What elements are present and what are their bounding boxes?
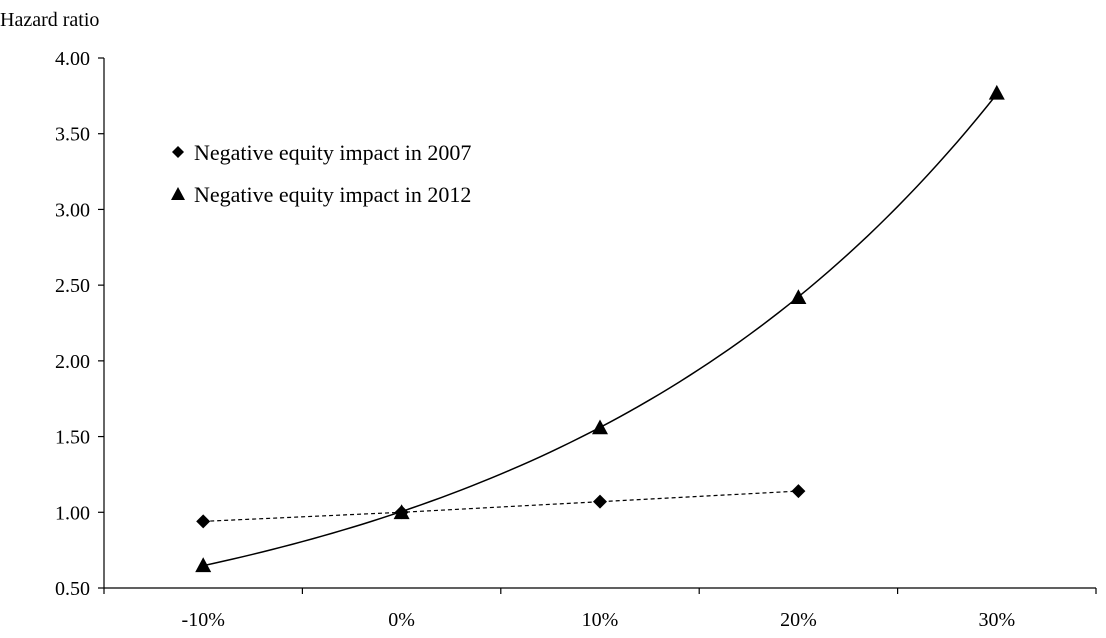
legend-diamond-marker bbox=[172, 146, 184, 158]
series-markers bbox=[195, 84, 1005, 573]
triangle-point bbox=[988, 84, 1005, 100]
triangle-point bbox=[195, 557, 212, 573]
legend-triangle-marker bbox=[171, 187, 185, 200]
x-ticks: -10% 0% 10% 20% 30% bbox=[103, 588, 1097, 631]
y-tick-label: 1.00 bbox=[55, 502, 90, 524]
y-ticks: 0.50 1.00 1.50 2.00 2.50 3.00 3.50 4.00 bbox=[55, 48, 104, 600]
legend-label-2012: Negative equity impact in 2012 bbox=[194, 182, 471, 207]
diamond-point bbox=[196, 514, 211, 529]
diamond-point bbox=[791, 484, 806, 499]
y-axis-title: Hazard ratio bbox=[0, 9, 99, 31]
legend: Negative equity impact in 2007 Negative … bbox=[171, 140, 471, 207]
x-tick-label: 30% bbox=[978, 609, 1015, 631]
y-tick-label: 4.00 bbox=[55, 48, 90, 70]
x-tick-label: 20% bbox=[780, 609, 817, 631]
triangle-point bbox=[790, 289, 807, 305]
x-tick-label: -10% bbox=[182, 609, 225, 631]
legend-item-2007: Negative equity impact in 2007 bbox=[172, 140, 471, 165]
axes-layer: 0.50 1.00 1.50 2.00 2.50 3.00 3.50 4.00 -10% 0% 1… bbox=[0, 9, 1097, 631]
x-tick-label: 0% bbox=[388, 609, 415, 631]
y-tick-label: 0.50 bbox=[55, 578, 90, 600]
triangle-point bbox=[393, 504, 410, 520]
y-tick-label: 3.50 bbox=[55, 124, 90, 146]
legend-label-2007: Negative equity impact in 2007 bbox=[194, 140, 471, 165]
x-tick-label: 10% bbox=[582, 609, 619, 631]
triangle-point bbox=[592, 419, 608, 435]
y-tick-label: 1.50 bbox=[55, 427, 90, 449]
y-tick-label: 2.50 bbox=[55, 275, 90, 297]
legend-item-2012: Negative equity impact in 2012 bbox=[171, 182, 471, 207]
y-tick-label: 2.00 bbox=[55, 351, 90, 373]
series-line-0 bbox=[203, 490, 799, 522]
diamond-point bbox=[593, 494, 607, 509]
y-tick-label: 3.00 bbox=[55, 199, 90, 221]
